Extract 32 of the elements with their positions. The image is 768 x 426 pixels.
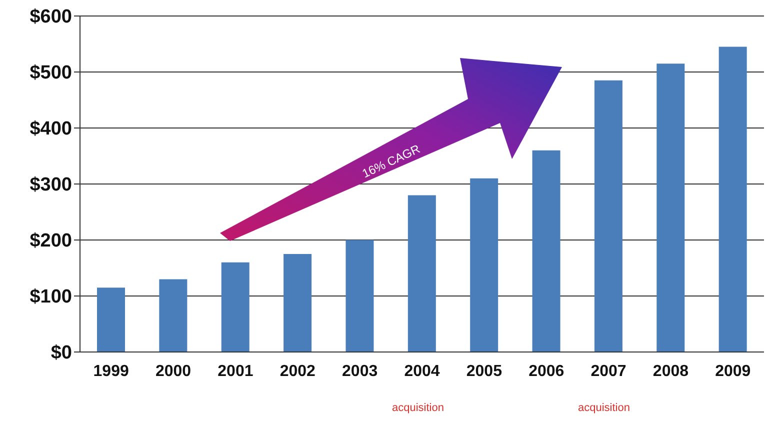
y-tick-label: $0 [50,342,72,364]
y-tick-label: $500 [30,62,72,84]
text: acquisition [578,402,630,414]
y-tick-label: $200 [30,230,72,252]
x-tick-label: 1999 [93,363,129,380]
x-tick-label: 2003 [342,363,378,380]
bar [470,178,498,352]
bar [656,64,685,352]
bar [221,262,250,352]
x-tick-label: 2004 [404,363,440,380]
bar [718,46,747,352]
x-tick-label: 2001 [218,363,254,380]
bar [408,195,436,352]
bar [159,279,188,352]
bar [346,240,374,352]
bar [594,80,622,352]
x-tick-label: 2007 [590,363,626,380]
x-tick-label: 2000 [155,363,192,380]
bar [97,288,125,352]
x-tick-label: 2005 [466,363,502,380]
x-tick-label: 2008 [652,363,689,380]
x-tick-label: 2002 [280,363,316,380]
annotation: 16% CAGR [360,142,422,181]
bar [284,254,312,352]
y-tick-label: $400 [30,118,72,140]
text: acquisition [392,402,444,414]
y-tick-label: $100 [30,286,72,308]
x-tick-label: 2006 [528,363,564,380]
y-tick-label: $600 [30,6,72,28]
bar [532,150,560,352]
x-tick-label: 2009 [715,363,751,380]
y-tick-label: $300 [30,174,72,196]
